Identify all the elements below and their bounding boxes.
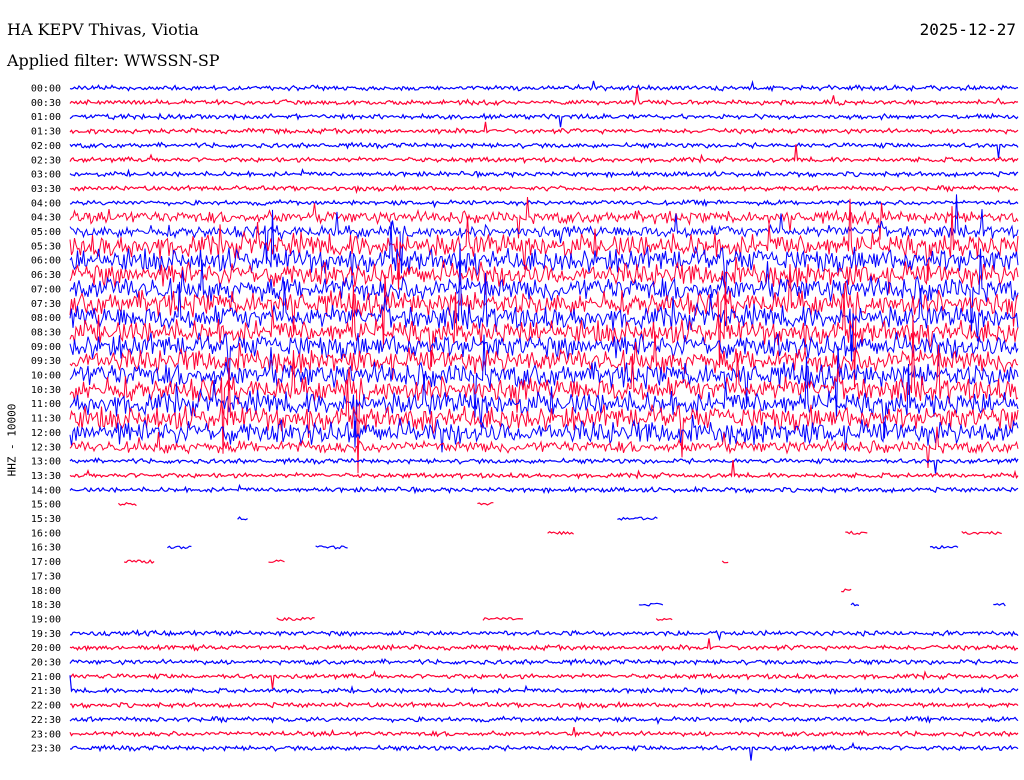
trace-line xyxy=(69,281,1019,367)
time-tick-label: 19:00 xyxy=(31,614,61,625)
time-tick-label: 12:30 xyxy=(31,442,61,453)
trace-line xyxy=(69,198,1019,209)
trace-line xyxy=(841,588,852,593)
time-tick-label: 01:30 xyxy=(31,127,61,138)
trace-line xyxy=(69,121,1019,136)
time-tick-label: 09:30 xyxy=(31,356,61,367)
time-tick-label: 12:00 xyxy=(31,428,61,439)
channel-label-text: HHZ - 10000 xyxy=(5,403,19,477)
trace-line xyxy=(69,334,1019,420)
trace-line xyxy=(69,675,1019,696)
trace-line xyxy=(69,194,1019,274)
trace-line xyxy=(69,243,1019,362)
trace-line xyxy=(69,459,1019,480)
time-tick-label: 15:00 xyxy=(31,500,61,511)
trace-line xyxy=(69,414,1019,453)
trace-line xyxy=(69,638,1019,652)
trace-line xyxy=(70,741,1019,761)
time-tick-label: 03:00 xyxy=(31,170,61,181)
time-tick-label: 11:00 xyxy=(31,399,61,410)
time-tick-label: 18:00 xyxy=(31,586,61,597)
time-tick-label: 21:00 xyxy=(31,672,61,683)
trace-line xyxy=(69,426,1019,469)
trace-line xyxy=(69,726,1019,738)
trace-line xyxy=(237,516,658,521)
time-tick-label: 19:30 xyxy=(31,629,61,640)
time-tick-label: 17:00 xyxy=(31,557,61,568)
time-tick-label: 09:00 xyxy=(31,342,61,353)
record-date: 2025-12-27 xyxy=(919,20,1016,39)
trace-line xyxy=(69,112,1019,128)
trace-line xyxy=(69,198,1019,290)
time-tick-label: 16:00 xyxy=(31,528,61,539)
time-tick-label: 16:30 xyxy=(31,543,61,554)
trace-line xyxy=(69,315,1019,474)
time-tick-label: 02:00 xyxy=(31,141,61,152)
time-tick-label: 05:00 xyxy=(31,227,61,238)
trace-line xyxy=(69,144,1019,165)
trace-line xyxy=(69,457,1019,474)
time-tick-label: 02:30 xyxy=(31,155,61,166)
trace-line xyxy=(276,616,673,622)
trace-line xyxy=(638,602,1006,607)
trace-line xyxy=(69,87,1019,107)
time-tick-label: 07:30 xyxy=(31,299,61,310)
time-tick-label: 13:30 xyxy=(31,471,61,482)
time-tick-label: 01:00 xyxy=(31,112,61,123)
filter-label: Applied filter: WWSSN-SP xyxy=(7,51,220,70)
station-title: HA KEPV Thivas, Viotia xyxy=(7,20,199,39)
trace-line xyxy=(69,658,1019,667)
time-tick-label: 08:30 xyxy=(31,327,61,338)
time-tick-label: 04:00 xyxy=(31,198,61,209)
time-tick-label: 10:30 xyxy=(31,385,61,396)
trace-line xyxy=(167,544,959,550)
time-tick-label: 11:30 xyxy=(31,414,61,425)
trace-line xyxy=(69,256,1019,295)
trace-line xyxy=(69,79,1019,93)
trace-line xyxy=(69,483,1019,495)
time-tick-label: 04:30 xyxy=(31,213,61,224)
time-tick-label: 13:00 xyxy=(31,457,61,468)
trace-line xyxy=(123,559,729,564)
time-tick-label: 03:30 xyxy=(31,184,61,195)
time-tick-label: 05:30 xyxy=(31,241,61,252)
time-tick-label: 18:30 xyxy=(31,600,61,611)
trace-line xyxy=(69,168,1019,179)
trace-line xyxy=(69,248,1019,332)
trace-line xyxy=(69,331,1019,380)
time-tick-label: 08:00 xyxy=(31,313,61,324)
time-tick-label: 22:30 xyxy=(31,715,61,726)
trace-line xyxy=(69,669,1019,689)
time-tick-label: 22:00 xyxy=(31,701,61,712)
trace-line xyxy=(69,367,1019,458)
time-tick-label: 23:30 xyxy=(31,744,61,755)
trace-line xyxy=(69,141,1019,158)
time-tick-label: 20:30 xyxy=(31,658,61,669)
trace-line xyxy=(69,184,1019,195)
time-tick-label: 07:00 xyxy=(31,284,61,295)
trace-line xyxy=(547,530,1002,536)
trace-line xyxy=(69,700,1019,711)
time-tick-label: 00:00 xyxy=(31,84,61,95)
time-tick-label: 23:00 xyxy=(31,729,61,740)
time-tick-label: 06:00 xyxy=(31,256,61,267)
time-tick-label: 17:30 xyxy=(31,571,61,582)
time-tick-label: 21:30 xyxy=(31,686,61,697)
trace-line xyxy=(69,715,1019,726)
time-tick-label: 00:30 xyxy=(31,98,61,109)
time-tick-label: 14:00 xyxy=(31,485,61,496)
time-tick-label: 20:00 xyxy=(31,643,61,654)
time-tick-label: 10:00 xyxy=(31,371,61,382)
trace-line xyxy=(69,628,1019,642)
trace-line xyxy=(117,501,494,507)
time-tick-label: 06:30 xyxy=(31,270,61,281)
time-tick-label: 15:30 xyxy=(31,514,61,525)
trace-line xyxy=(69,196,1019,240)
